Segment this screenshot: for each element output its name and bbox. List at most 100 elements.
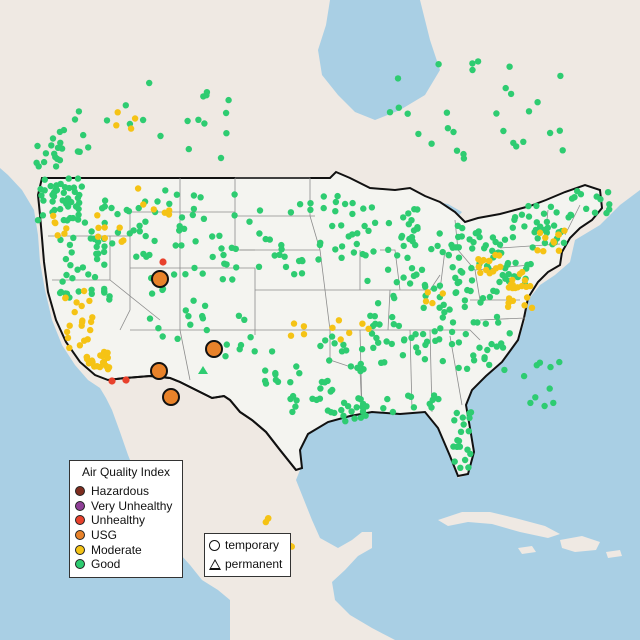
monitor-good: [385, 246, 392, 253]
monitor-moderate: [337, 336, 344, 343]
monitor-good: [405, 392, 412, 399]
monitor-good: [136, 228, 143, 235]
monitor-good: [571, 194, 578, 201]
monitor-good: [155, 325, 162, 332]
monitor-moderate: [61, 230, 68, 237]
monitor-good: [574, 188, 581, 195]
monitor-good: [251, 348, 258, 355]
monitor-good: [271, 252, 278, 259]
monitor-good: [182, 307, 189, 314]
monitor-good: [203, 89, 211, 96]
monitor-good: [351, 415, 358, 422]
monitor-moderate: [94, 212, 101, 219]
monitor-good: [348, 408, 355, 415]
monitor-good: [178, 242, 185, 249]
monitor-good: [455, 339, 463, 346]
monitor-good: [315, 256, 322, 263]
monitor-good: [486, 361, 493, 369]
monitor-good: [48, 142, 55, 149]
monitor-good: [326, 357, 333, 364]
monitor-good: [221, 260, 228, 267]
monitor-good: [439, 248, 446, 256]
monitor-good: [460, 150, 467, 158]
monitor-good: [350, 249, 358, 256]
monitor-good: [200, 215, 208, 222]
monitor-good: [189, 211, 196, 219]
monitor-good: [512, 259, 519, 266]
monitor-good: [185, 313, 192, 320]
monitor-good: [389, 408, 397, 416]
monitor-good: [431, 328, 438, 335]
monitor-good: [51, 150, 58, 157]
monitor-good: [505, 271, 512, 278]
monitor-good: [223, 130, 230, 137]
monitor-unhealthy: [159, 258, 167, 266]
monitor-good: [225, 96, 232, 104]
baja-california: [106, 380, 156, 472]
legend-label: Unhealthy: [91, 513, 146, 528]
monitor-moderate: [62, 294, 69, 302]
monitor-moderate: [519, 268, 526, 276]
monitor-good: [65, 175, 72, 182]
monitor-good: [307, 200, 314, 207]
monitor-good: [493, 313, 501, 321]
monitor-good: [255, 263, 263, 270]
monitor-good: [274, 378, 282, 385]
monitor-good: [482, 320, 489, 327]
monitor-good: [222, 109, 230, 117]
monitor-good: [455, 254, 463, 261]
monitor-good: [247, 334, 254, 341]
monitor-good: [78, 183, 86, 190]
monitor-good: [60, 216, 67, 224]
monitor-good: [195, 116, 202, 124]
legend-item-unhealthy: Unhealthy: [70, 513, 182, 528]
monitor-moderate: [127, 125, 135, 132]
monitor-good: [72, 203, 80, 210]
monitor-good: [298, 270, 306, 277]
monitor-good: [450, 128, 457, 136]
monitor-good: [532, 394, 539, 401]
monitor-good: [173, 191, 181, 198]
monitor-good: [140, 250, 147, 258]
monitor-good: [436, 304, 443, 311]
monitor-good: [146, 251, 153, 259]
monitor-good: [394, 75, 402, 82]
monitor-good: [338, 254, 345, 261]
monitor-good: [567, 211, 574, 218]
monitor-good: [465, 428, 472, 435]
monitor-good: [136, 222, 143, 229]
monitor-good: [342, 418, 349, 425]
monitor-good: [521, 223, 528, 230]
legend-item-usg: USG: [70, 528, 182, 543]
monitor-moderate: [134, 185, 142, 192]
monitor-moderate: [550, 239, 558, 246]
monitor-moderate: [509, 284, 516, 292]
monitor-good: [222, 353, 229, 360]
monitor-good: [370, 248, 377, 255]
monitor-good: [108, 204, 115, 212]
monitor-moderate: [523, 283, 530, 290]
monitor-moderate: [80, 287, 88, 295]
monitor-good: [74, 216, 82, 223]
monitor-good: [499, 271, 506, 279]
monitor-moderate: [422, 298, 430, 305]
monitor-good: [410, 272, 418, 280]
cuba: [438, 512, 560, 538]
monitor-good: [481, 355, 488, 363]
monitor-moderate: [118, 238, 125, 245]
monitor-moderate: [66, 322, 73, 329]
monitor-moderate: [365, 325, 372, 332]
monitor-good: [470, 239, 477, 246]
monitor-good: [276, 251, 283, 258]
monitor-good: [67, 262, 74, 269]
monitor-good: [560, 239, 568, 246]
monitor-moderate: [76, 342, 84, 349]
monitor-moderate: [64, 334, 72, 342]
monitor-good: [291, 271, 298, 278]
monitor-good: [159, 333, 166, 340]
monitor-good: [455, 364, 462, 372]
monitor-good: [233, 264, 240, 271]
monitor-good: [317, 342, 324, 350]
monitor-good: [209, 253, 216, 261]
monitor-good: [389, 313, 396, 321]
